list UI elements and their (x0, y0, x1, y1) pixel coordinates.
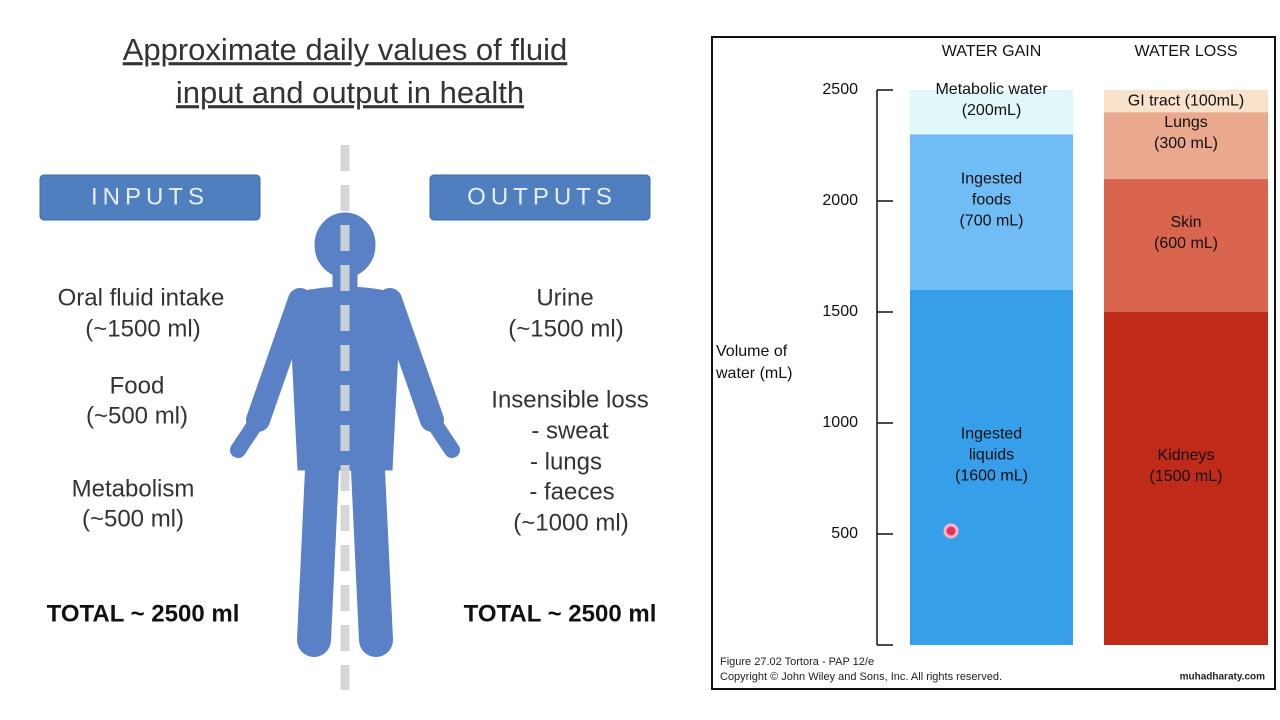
category-label: WATER GAIN (942, 43, 1042, 60)
bar-segment (1104, 312, 1268, 645)
segment-label: (700 mL) (959, 212, 1023, 229)
y-tick-label: 500 (831, 525, 858, 542)
input-item: (~500 ml) (82, 505, 184, 532)
segment-label: (1600 mL) (955, 468, 1028, 485)
input-item: Oral fluid intake (58, 284, 225, 311)
input-item: Metabolism (72, 475, 195, 502)
bar-segment (1104, 112, 1268, 179)
segment-label: (200mL) (962, 102, 1022, 119)
human-figure (230, 212, 460, 657)
inputs-heading: INPUTS (91, 183, 209, 210)
output-item: (~1000 ml) (513, 509, 628, 536)
bar-segment (1104, 90, 1268, 113)
input-item: (~1500 ml) (85, 315, 200, 342)
segment-label: (300 mL) (1154, 135, 1218, 152)
segment-label: Skin (1170, 214, 1201, 231)
bar-segment (910, 90, 1073, 135)
inputs-total: TOTAL ~ 2500 ml (47, 600, 240, 627)
outputs-heading: OUTPUTS (467, 183, 617, 210)
output-item: - faeces (529, 478, 614, 505)
caption: Copyright © John Wiley and Sons, Inc. Al… (720, 671, 1002, 683)
input-item: (~500 ml) (86, 402, 188, 429)
y-axis-label: Volume of (716, 343, 788, 360)
bar-segment (1104, 178, 1268, 312)
pointer-dot (943, 523, 959, 539)
output-item: - lungs (530, 448, 602, 475)
bar-segment (910, 134, 1073, 290)
chart: 500 1000 1500 2000 2500 WATER GAIN Ingested liq… (822, 43, 1268, 646)
y-tick-label: 1500 (822, 303, 858, 320)
inputs-box (39, 174, 261, 221)
y-tick-label: 2500 (822, 81, 858, 98)
category-label: WATER LOSS (1134, 43, 1237, 60)
segment-label: Ingested (961, 170, 1022, 187)
segment-label: (1500 mL) (1150, 468, 1223, 485)
outputs-total: TOTAL ~ 2500 ml (464, 600, 657, 627)
segment-label: Metabolic water (935, 81, 1048, 98)
outputs-box (429, 174, 651, 221)
y-axis-label: water (mL) (715, 365, 792, 382)
output-item: (~1500 ml) (508, 315, 623, 342)
output-item: Insensible loss (491, 386, 648, 413)
segment-label: Kidneys (1158, 447, 1215, 464)
segment-label: liquids (969, 447, 1014, 464)
title-line: input and output in health (176, 75, 524, 110)
bar-segment (910, 289, 1073, 645)
y-tick-label: 2000 (822, 192, 858, 209)
watermark: muhadharaty.com (1180, 672, 1265, 683)
output-item: - sweat (531, 417, 609, 444)
segment-label: GI tract (100mL) (1128, 92, 1244, 109)
segment-label: Ingested (961, 426, 1022, 443)
title-line: Approximate daily values of fluid (123, 32, 568, 67)
input-item: Food (110, 372, 165, 399)
output-item: Urine (536, 284, 593, 311)
y-tick-label: 1000 (822, 414, 858, 431)
caption: Figure 27.02 Tortora - PAP 12/e (720, 656, 874, 668)
segment-label: foods (972, 191, 1011, 208)
segment-label: Lungs (1164, 114, 1208, 131)
segment-label: (600 mL) (1154, 235, 1218, 252)
